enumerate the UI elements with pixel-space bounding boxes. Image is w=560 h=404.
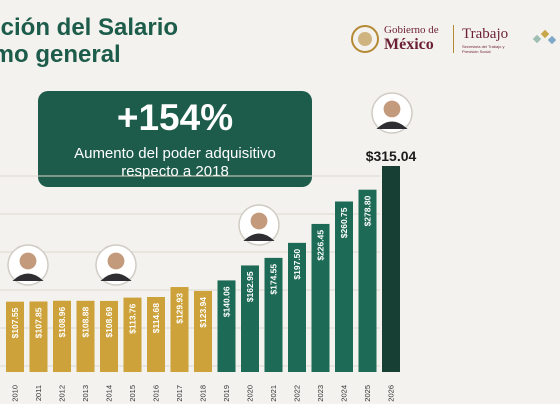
ministry-name: Trabajo: [462, 26, 509, 42]
portrait-face: [250, 212, 268, 230]
bar-2022: [288, 242, 306, 372]
gov-line-1: Gobierno de: [384, 24, 439, 36]
bar-2010: [6, 301, 24, 372]
year-label: 2010: [11, 385, 20, 402]
bar-2023: [311, 223, 330, 372]
portrait-body: [100, 273, 132, 281]
year-label: 2021: [269, 385, 278, 402]
portrait-2010: [7, 244, 49, 286]
year-label: 2020: [246, 385, 255, 402]
bar-value-label: $108.69: [104, 307, 114, 338]
year-label: 2017: [175, 385, 184, 402]
bar-value-label: $162.95: [245, 271, 255, 302]
portrait-body: [376, 121, 408, 129]
bar-2016: [147, 297, 165, 372]
portrait-body: [243, 233, 275, 241]
chart-year-labels: 2010 2011 2012 2013 2014 2015 2016 2017 2018 2019…: [11, 385, 396, 402]
year-label: 2025: [363, 385, 372, 402]
year-label: 2026: [387, 385, 396, 402]
bar-value-label: $113.76: [128, 303, 138, 334]
year-label: 2012: [58, 385, 67, 402]
bar-2014: [100, 300, 118, 372]
bar-value-label: $197.50: [292, 249, 302, 280]
bar-2024: [335, 201, 353, 372]
year-label: 2013: [81, 385, 90, 402]
year-label: 2014: [105, 385, 114, 402]
bar-2015: [123, 297, 142, 372]
chart-bars: [6, 166, 400, 372]
title-line-2: imo general: [0, 41, 121, 68]
bar-value-label: $260.75: [339, 207, 349, 238]
year-label: 2019: [222, 385, 231, 402]
year-label: 2018: [199, 385, 208, 402]
title-line-1: ución del Salario: [0, 14, 179, 41]
year-label: 2022: [293, 385, 302, 402]
logo-divider: [453, 25, 454, 53]
government-seal-icon: [351, 25, 379, 53]
bar-2020: [241, 265, 259, 372]
year-label: 2011: [34, 385, 43, 401]
bar-value-label: $140.06: [222, 286, 232, 317]
bar-value-label: $108.88: [81, 307, 91, 338]
bar-value-label: $226.45: [316, 230, 326, 261]
bar-value-label: $114.68: [151, 303, 161, 334]
bar-2026: [382, 166, 400, 372]
decorative-pattern-icon: [532, 29, 557, 45]
bar-value-label: $278.80: [363, 195, 373, 226]
callout-line-1: Aumento del poder adquisitivo: [74, 145, 276, 162]
page-title: ución del Salario imo general: [0, 14, 178, 68]
gov-line-2: México: [384, 36, 434, 53]
year-label: 2016: [152, 385, 161, 402]
bar-2019: [217, 280, 236, 372]
header-logos: Gobierno de México Trabajo Secretaría de…: [348, 20, 560, 60]
portrait-2019: [238, 204, 280, 246]
bar-2012: [53, 300, 71, 372]
portrait-face: [383, 100, 401, 118]
bar-value-label: $108.96: [57, 306, 67, 337]
portrait-body: [12, 273, 44, 281]
bar-2025: [358, 189, 377, 372]
ministry-subtitle: Secretaría del Trabajo y Previsión Socia…: [462, 44, 505, 54]
bar-2018: [194, 290, 212, 372]
bar-2013: [76, 300, 95, 372]
portrait-2026: [371, 92, 413, 134]
bar-2021: [264, 257, 283, 372]
year-label: 2023: [316, 385, 325, 402]
bar-value-label: $123.94: [198, 297, 208, 328]
bar-2017: [170, 287, 189, 372]
bar-value-label-highlight: $315.04: [366, 148, 417, 164]
year-label: 2015: [128, 385, 137, 402]
bar-value-label: $107.55: [10, 307, 20, 338]
bar-value-label: $174.55: [269, 264, 279, 295]
bar-value-label: $107.85: [34, 307, 44, 338]
bar-2011: [29, 301, 48, 372]
portrait-face: [107, 252, 125, 270]
callout-headline: +154%: [116, 97, 234, 138]
portrait-2014: [95, 244, 137, 286]
chart-value-labels: $107.55 $107.85 $108.96 $108.88 $108.69 $113.…: [10, 148, 417, 338]
year-label: 2024: [340, 385, 349, 402]
bar-value-label: $129.93: [175, 293, 185, 324]
portraits: [7, 92, 413, 286]
portrait-face: [19, 252, 37, 270]
